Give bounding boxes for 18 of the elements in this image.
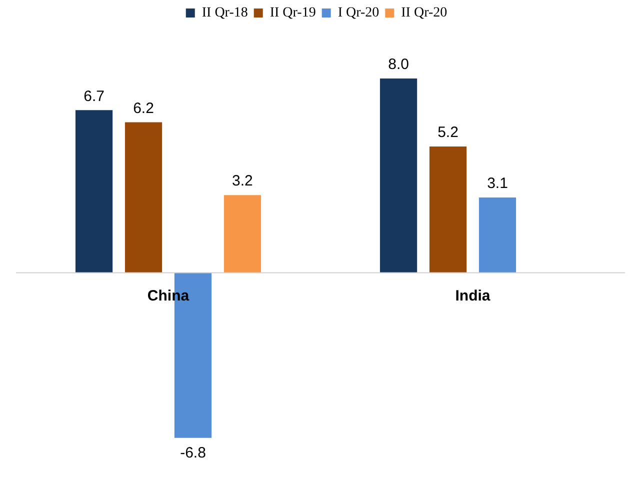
bar: [224, 195, 262, 273]
bar: [478, 198, 516, 273]
bar: [380, 78, 418, 273]
data-label: 3.1: [487, 175, 508, 192]
bar: [429, 146, 467, 273]
data-label: 6.2: [133, 100, 154, 117]
data-label: 6.7: [84, 88, 104, 105]
data-label: -6.8: [180, 444, 206, 462]
data-label: 8.0: [388, 56, 409, 74]
legend-label: II Qr-19: [270, 6, 316, 21]
data-label: 5.2: [438, 124, 458, 142]
x-tick-label: India: [455, 287, 491, 304]
bar: [124, 122, 162, 273]
legend-label: I Qr-20: [338, 6, 380, 21]
bar: [75, 110, 113, 273]
data-label: 3.2: [232, 172, 253, 190]
legend-label: II Qr-18: [202, 6, 248, 21]
legend-label: II Qr-20: [401, 6, 448, 21]
